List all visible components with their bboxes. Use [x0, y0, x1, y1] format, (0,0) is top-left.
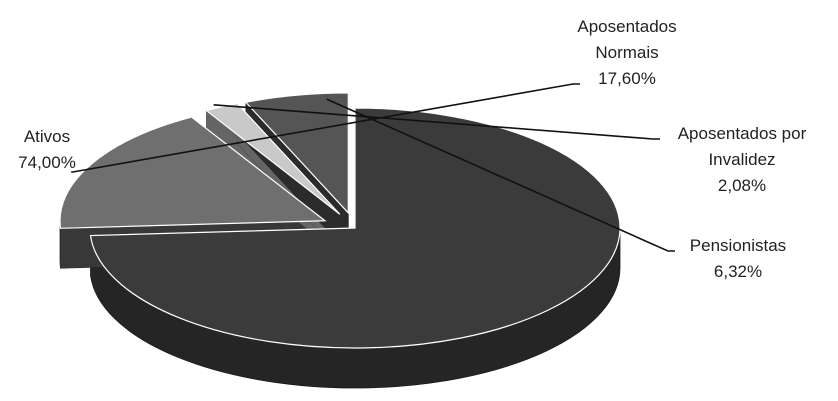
label-aposentados-normais-name-1: Aposentados: [577, 17, 676, 36]
label-invalidez-name-2: Invalidez: [708, 150, 775, 169]
label-invalidez-name-1: Aposentados por: [678, 124, 807, 143]
slice-ativos: [89, 107, 621, 349]
label-pensionistas-name: Pensionistas: [690, 236, 786, 255]
leader-aposentados-normais: [71, 83, 580, 174]
label-ativos-name: Ativos: [24, 127, 70, 146]
label-aposentados-normais-value: 17,60%: [598, 69, 656, 88]
leader-lines: [71, 83, 675, 252]
leader-pensionistas: [326, 98, 675, 252]
label-invalidez-value: 2,08%: [718, 176, 766, 195]
label-ativos-value: 74,00%: [18, 153, 76, 172]
leader-invalidez: [213, 104, 660, 140]
slice-aposentados-normais: [59, 116, 327, 229]
label-aposentados-normais-name-2: Normais: [595, 43, 658, 62]
pie-tops: [59, 92, 621, 349]
slice-invalidez: [205, 102, 341, 215]
slice-pensionistas: [244, 92, 349, 215]
label-pensionistas-value: 6,32%: [714, 262, 762, 281]
